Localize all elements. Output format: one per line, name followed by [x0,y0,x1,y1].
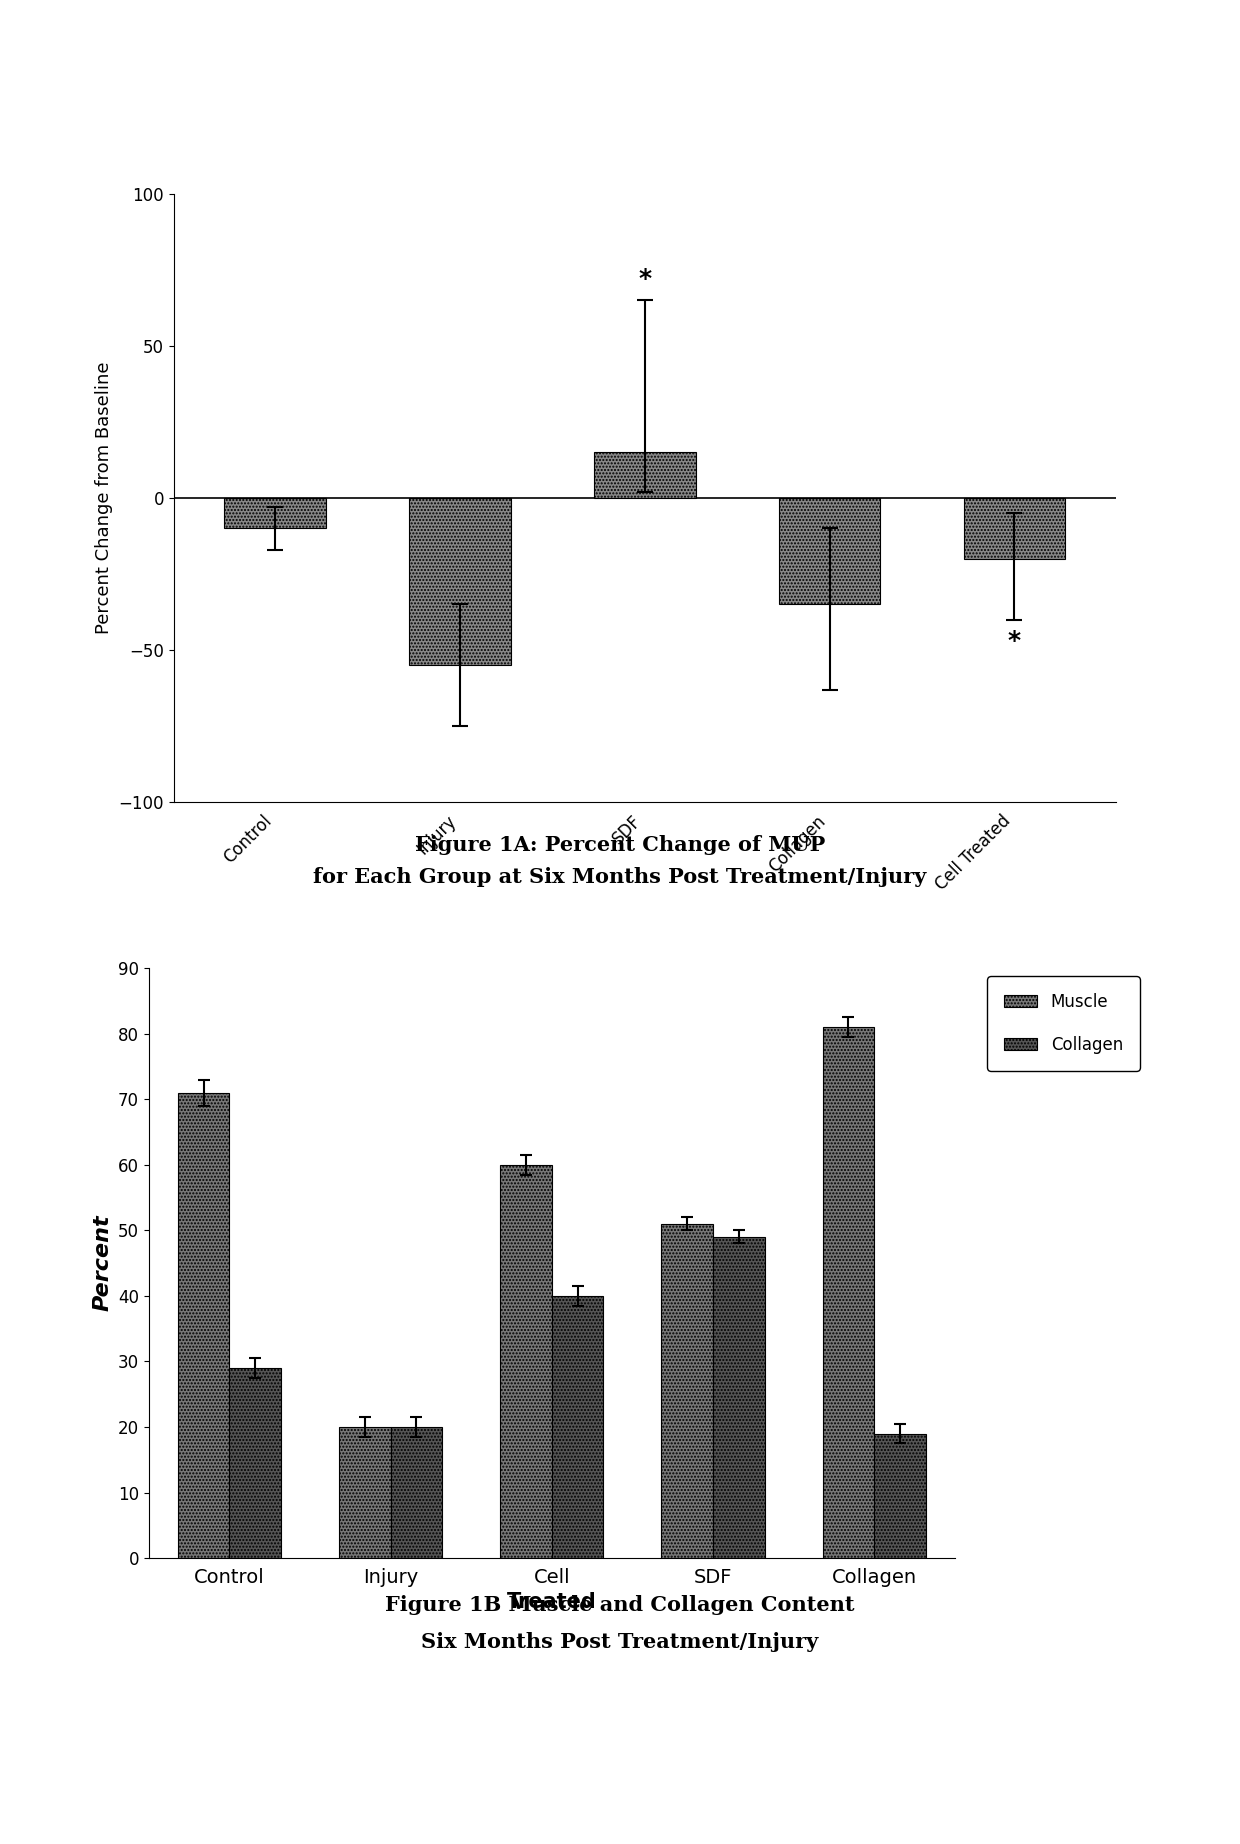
Bar [500,1165,552,1558]
Y-axis label: Percent Change from Baseline: Percent Change from Baseline [94,361,113,634]
Text: Figure 1B Muscle and Collagen Content: Figure 1B Muscle and Collagen Content [386,1595,854,1615]
Text: for Each Group at Six Months Post Treatment/Injury: for Each Group at Six Months Post Treatm… [314,867,926,887]
Bar [224,498,326,527]
Bar [339,1427,391,1558]
Bar [552,1296,604,1558]
Bar [822,1027,874,1558]
Text: Figure 1A: Percent Change of MUP: Figure 1A: Percent Change of MUP [415,835,825,856]
Bar [713,1237,765,1558]
Bar [594,452,696,498]
Y-axis label: Percent: Percent [93,1215,113,1311]
Text: *: * [1008,629,1021,653]
Text: Six Months Post Treatment/Injury: Six Months Post Treatment/Injury [422,1632,818,1652]
Legend: Muscle, Collagen: Muscle, Collagen [987,977,1140,1071]
X-axis label: Treated: Treated [507,1593,596,1612]
Bar [874,1433,926,1558]
Bar [229,1368,281,1558]
Bar [409,498,511,666]
Text: *: * [639,267,651,291]
Bar [661,1224,713,1558]
Bar [177,1093,229,1558]
Bar [963,498,1065,559]
Bar [779,498,880,605]
Bar [391,1427,443,1558]
